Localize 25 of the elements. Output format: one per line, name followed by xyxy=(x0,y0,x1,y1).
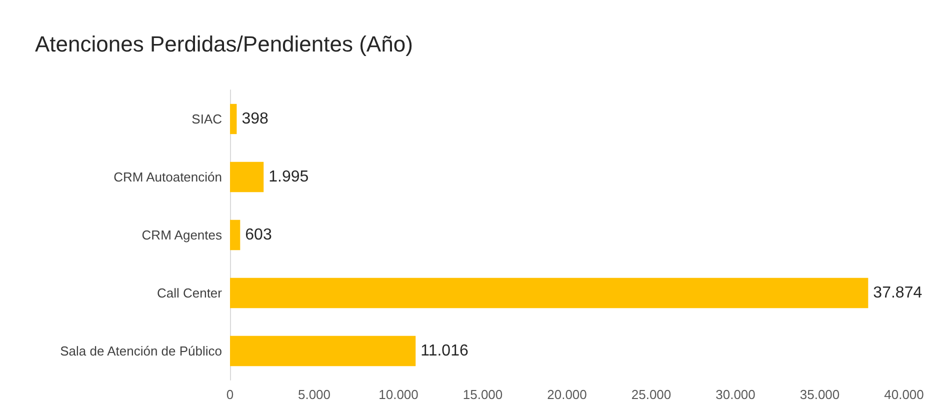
x-tick-label: 15.000 xyxy=(462,387,503,402)
x-tick-label: 5.000 xyxy=(298,387,331,402)
data-label: 1.995 xyxy=(268,168,309,186)
bar xyxy=(230,278,868,308)
x-tick-label: 0 xyxy=(226,387,234,402)
bar xyxy=(230,162,264,192)
y-tick-label: SIAC xyxy=(192,112,222,126)
y-tick-label: CRM Autoatención xyxy=(114,170,222,184)
x-tick-label: 20.000 xyxy=(547,387,587,402)
data-label: 37.874 xyxy=(873,284,922,302)
y-tick-label: Call Center xyxy=(156,286,223,300)
chart-title: Atenciones Perdidas/Pendientes (Año) xyxy=(35,32,413,56)
data-label: 603 xyxy=(245,226,272,244)
x-tick-label: 30.000 xyxy=(716,387,756,402)
bar xyxy=(230,336,416,366)
x-tick-label: 40.000 xyxy=(884,387,924,402)
y-tick-label: Sala de Atención de Público xyxy=(60,344,222,358)
x-tick-label: 35.000 xyxy=(800,387,840,402)
bar xyxy=(230,104,237,134)
bar xyxy=(230,220,240,250)
data-label: 11.016 xyxy=(420,342,468,360)
y-tick-label: CRM Agentes xyxy=(142,228,222,242)
data-label: 398 xyxy=(242,110,269,128)
x-tick-label: 25.000 xyxy=(631,387,672,402)
x-tick-label: 10.000 xyxy=(378,387,418,402)
